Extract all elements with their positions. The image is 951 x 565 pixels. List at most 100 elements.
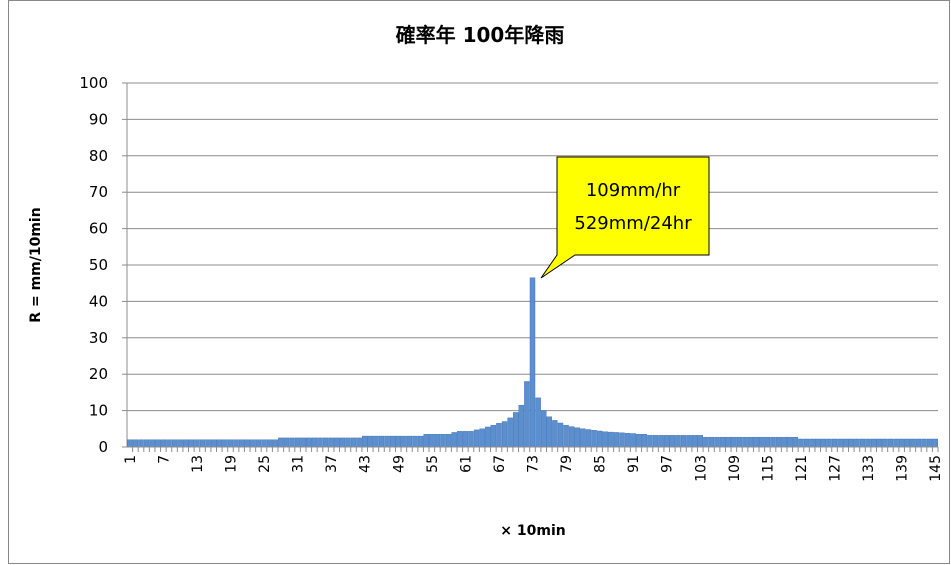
- bar: [199, 439, 206, 448]
- x-tick-label: 37: [324, 455, 340, 473]
- x-tick-label: 115: [760, 455, 776, 482]
- bar: [322, 437, 329, 448]
- x-tick-label: 91: [626, 455, 642, 473]
- bar: [272, 439, 278, 448]
- bar: [205, 439, 211, 448]
- bar: [803, 438, 810, 448]
- bar: [496, 423, 502, 448]
- y-tick-label: 0: [98, 438, 108, 456]
- bar: [568, 426, 575, 448]
- y-tick-label: 80: [89, 147, 108, 165]
- bar: [278, 437, 284, 448]
- bar: [143, 439, 150, 448]
- chart-title: 確率年 100年降雨: [396, 23, 565, 47]
- y-tick-label: 30: [89, 329, 108, 347]
- bar: [870, 438, 877, 448]
- bar: [513, 412, 519, 448]
- bar: [787, 436, 793, 448]
- bar: [608, 431, 614, 448]
- bar: [250, 439, 256, 448]
- bar: [378, 435, 385, 448]
- bar: [434, 434, 441, 448]
- bar: [540, 410, 547, 448]
- callout-box: [540, 156, 710, 279]
- x-tick-label: 25: [257, 455, 273, 473]
- bar: [887, 438, 894, 448]
- x-tick-label: 79: [559, 455, 575, 473]
- x-tick-label: 13: [190, 455, 206, 473]
- bar: [451, 432, 457, 448]
- bar: [367, 435, 374, 448]
- bar: [373, 435, 379, 448]
- x-tick-label: 127: [828, 455, 844, 482]
- bar: [636, 434, 642, 448]
- bar: [876, 438, 882, 448]
- bar: [697, 435, 704, 448]
- bar: [244, 439, 250, 448]
- bar: [820, 438, 827, 448]
- x-tick-label: 145: [928, 455, 944, 482]
- bar: [401, 435, 407, 448]
- bar: [194, 439, 200, 448]
- bar: [736, 436, 743, 448]
- x-axis-label: × 10min: [500, 523, 565, 539]
- bar: [300, 437, 306, 448]
- bar: [731, 436, 737, 448]
- y-tick-label: 90: [89, 110, 108, 128]
- bar: [445, 434, 452, 448]
- y-tick-label: 20: [89, 365, 108, 383]
- bar: [619, 432, 625, 448]
- bar: [233, 439, 239, 448]
- bar: [546, 416, 552, 448]
- bar: [266, 439, 273, 448]
- bar: [831, 438, 838, 448]
- bar: [210, 439, 217, 448]
- bar: [574, 427, 580, 448]
- bar: [557, 422, 564, 448]
- bar: [859, 438, 866, 448]
- bar: [747, 436, 754, 448]
- bar: [921, 438, 927, 448]
- bar: [753, 436, 759, 448]
- bar: [171, 439, 178, 448]
- bar: [664, 435, 670, 448]
- bar: [658, 435, 664, 448]
- bar: [602, 431, 608, 448]
- bar: [507, 417, 513, 448]
- x-tick-label: 61: [458, 455, 474, 473]
- bar: [591, 430, 597, 448]
- bar: [563, 424, 569, 448]
- bar: [412, 435, 418, 448]
- bar: [669, 435, 676, 448]
- bar: [915, 438, 922, 448]
- annotation: 529mm/24hr: [574, 213, 692, 234]
- bar: [462, 431, 469, 448]
- bar: [759, 436, 765, 448]
- bar: [423, 434, 429, 448]
- x-tick-label: 121: [794, 455, 810, 482]
- bar: [552, 420, 558, 448]
- bar: [457, 431, 463, 448]
- bar: [842, 438, 849, 448]
- y-tick-label: 40: [89, 292, 108, 310]
- bar: [893, 438, 899, 448]
- bar: [294, 437, 301, 448]
- bar: [485, 426, 491, 448]
- bar: [395, 435, 401, 448]
- callout: 109mm/hr 529mm/24hr: [540, 156, 710, 279]
- bar: [792, 436, 799, 448]
- bar: [166, 439, 172, 448]
- bar: [345, 437, 351, 448]
- bar: [910, 438, 916, 448]
- bar: [708, 436, 715, 448]
- bar: [898, 438, 905, 448]
- bar: [932, 438, 938, 448]
- y-tick-label: 100: [79, 74, 108, 92]
- bar: [350, 437, 357, 448]
- x-tick-label: 73: [526, 455, 542, 473]
- bar: [798, 438, 804, 448]
- bar: [524, 381, 530, 448]
- bar: [149, 439, 155, 448]
- bar: [222, 439, 228, 448]
